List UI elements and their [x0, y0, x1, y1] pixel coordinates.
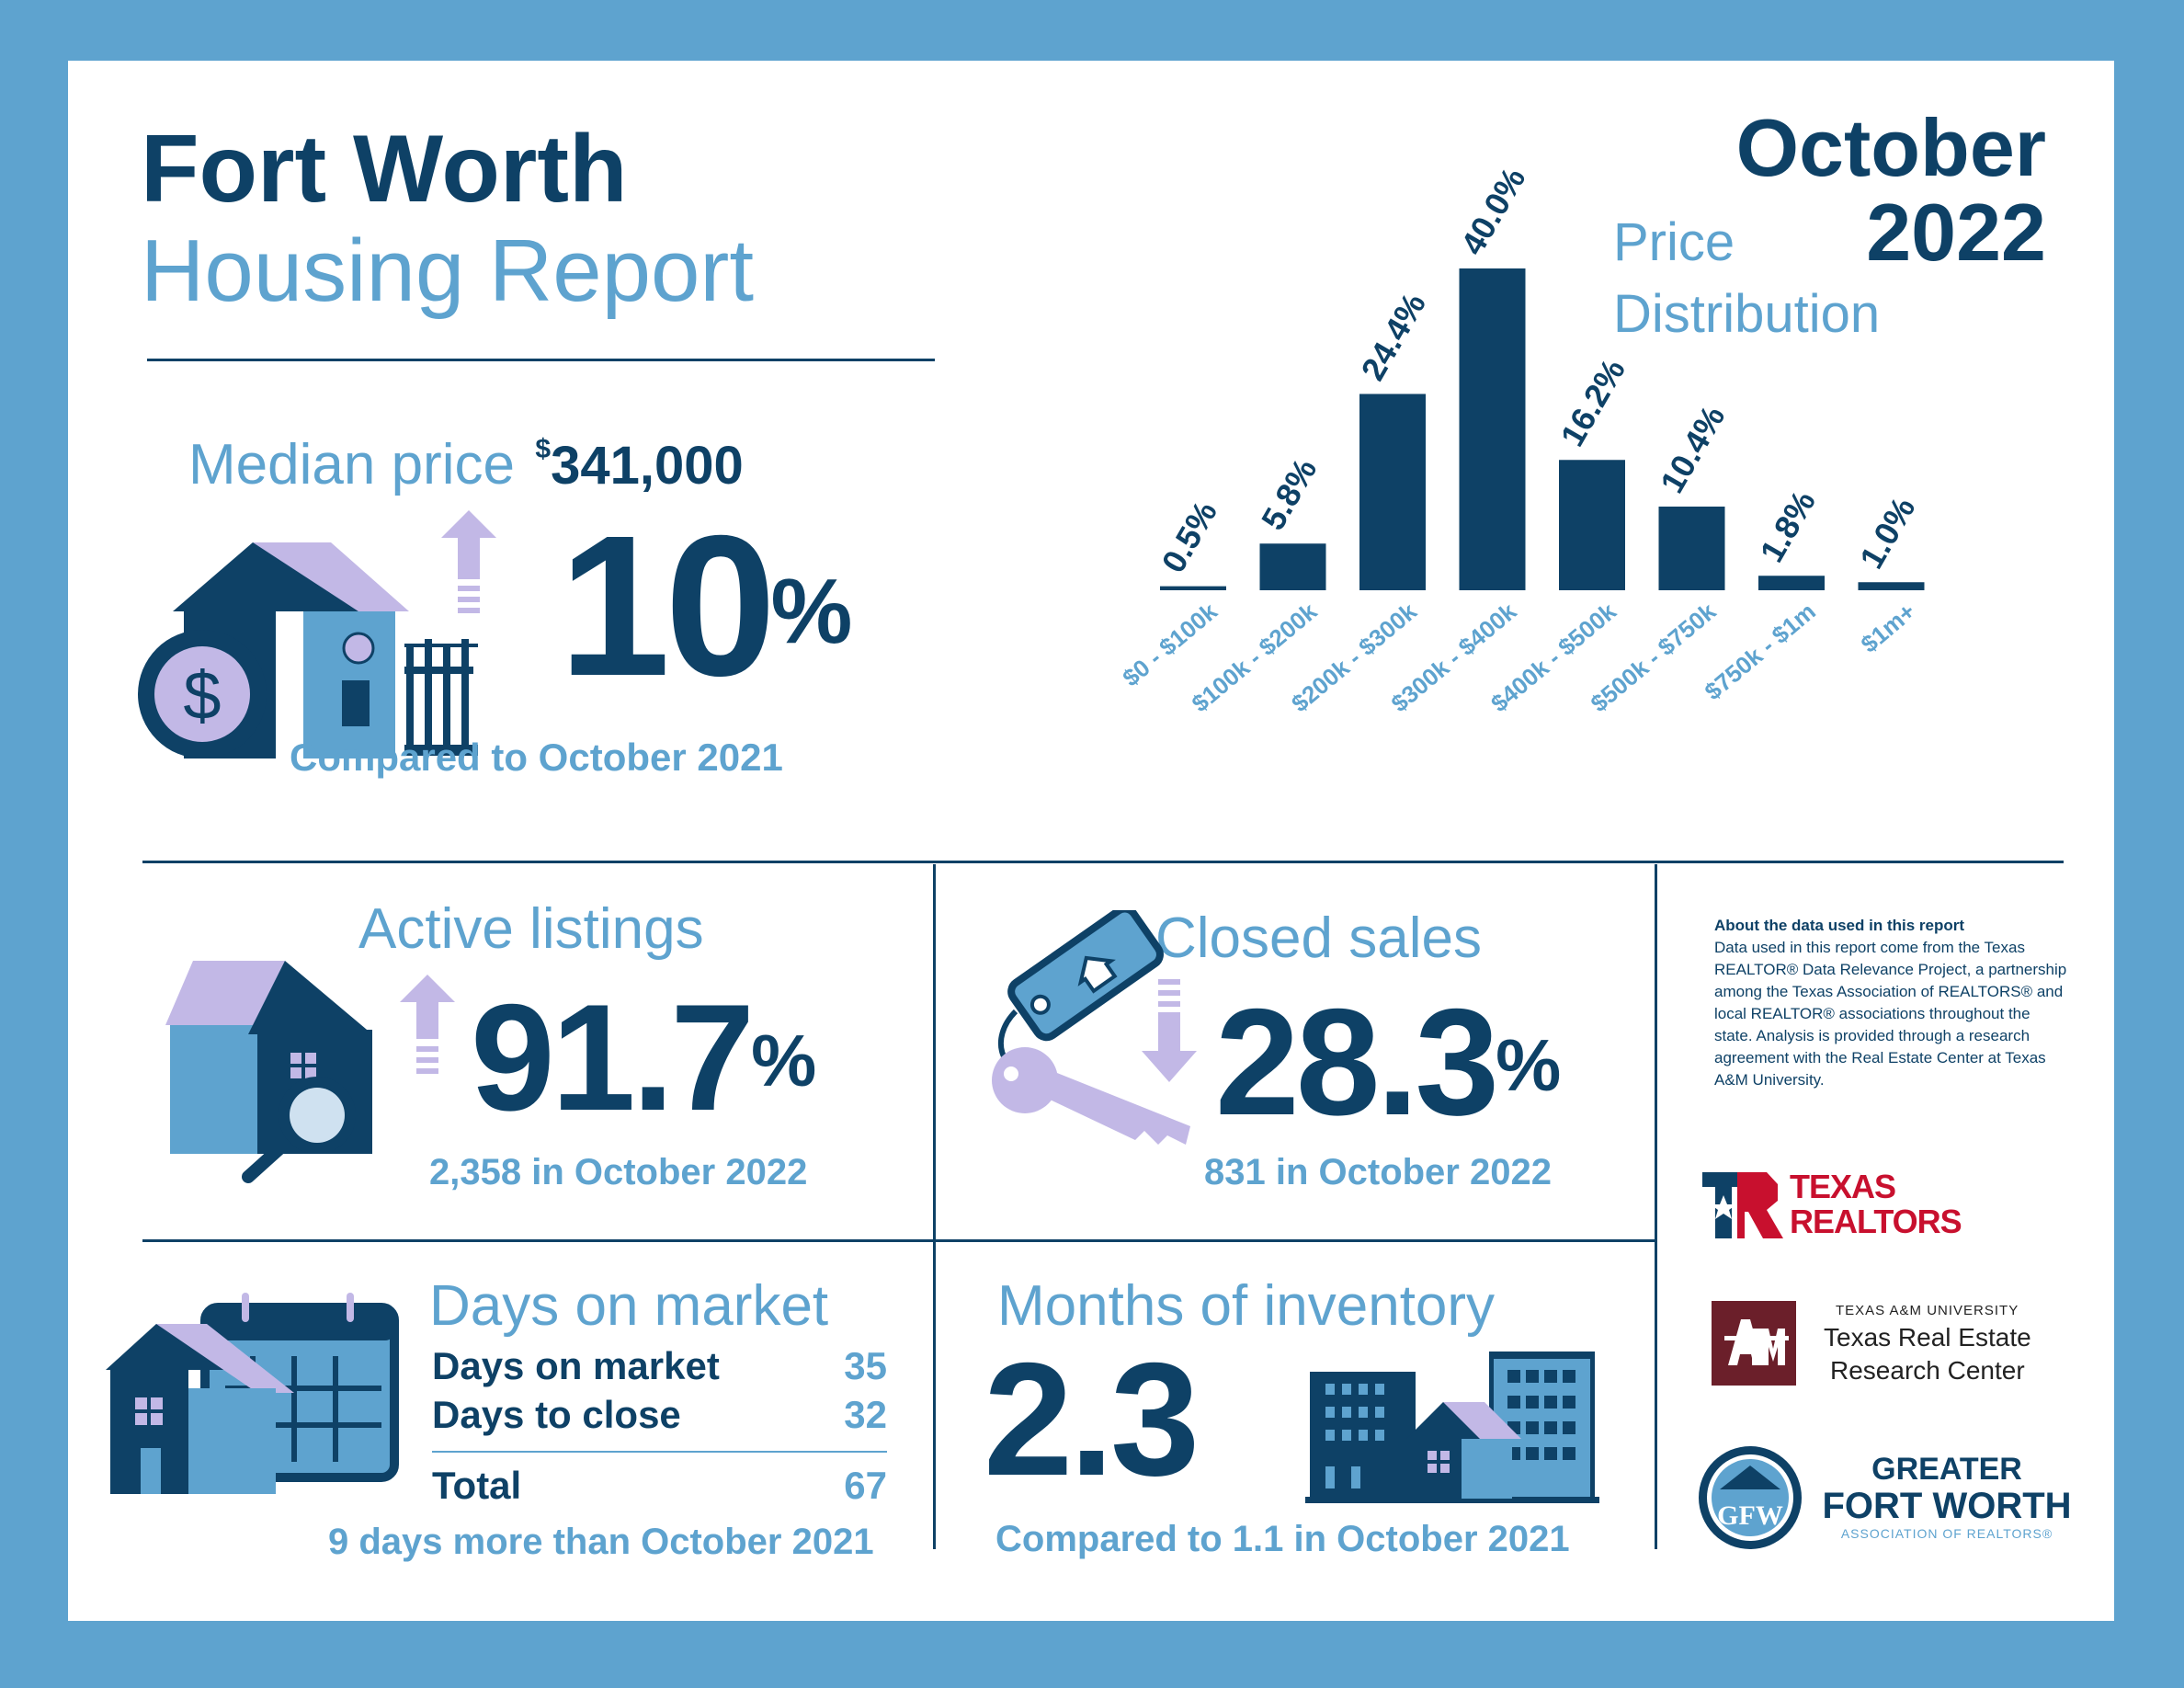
texas-realtors-mark-icon	[1702, 1172, 1783, 1238]
report-month: October	[1735, 102, 2046, 193]
report-title-city: Fort Worth	[141, 116, 628, 222]
gfw-emblem-icon: GFW	[1699, 1446, 1802, 1549]
value-label-4: 16.2%	[1553, 352, 1632, 452]
tamu-mark-icon	[1712, 1301, 1796, 1386]
days-to-close-row: Days to close 32	[432, 1393, 887, 1436]
median-price-comparison: Compared to October 2021	[290, 736, 783, 779]
texas-realtors-logo: TEXAS REALTORS	[1702, 1168, 1962, 1241]
value-label-7: 1.0%	[1852, 491, 1923, 576]
months-inventory-label: Months of inventory	[997, 1274, 1496, 1338]
value-label-1: 5.8%	[1254, 452, 1325, 537]
tamu-center-line2: Research Center	[1830, 1356, 2025, 1385]
bar-5	[1658, 507, 1725, 590]
bar-1	[1259, 543, 1326, 590]
value-label-6: 1.8%	[1752, 485, 1823, 569]
value-label-5: 10.4%	[1653, 399, 1733, 499]
about-body: Data used in this report come from the T…	[1714, 939, 2067, 1089]
bar-4	[1559, 460, 1625, 590]
active-listings-change: 91.7%	[471, 973, 817, 1142]
category-label-0: $0 - $100k	[1117, 597, 1223, 691]
texas-realtors-line2: REALTORS	[1790, 1203, 1962, 1240]
arrow-down-icon	[1142, 979, 1197, 1082]
days-on-market-comparison: 9 days more than October 2021	[328, 1522, 874, 1562]
bar-6	[1758, 576, 1825, 590]
months-inventory-value: 2.3	[984, 1330, 1200, 1510]
column-divider-left	[933, 864, 936, 1549]
gfw-line1: GREATER	[1871, 1452, 2022, 1487]
median-price-value: $341,000	[535, 433, 744, 496]
arrow-up-icon	[441, 510, 496, 613]
days-total-row: Total 67	[432, 1464, 887, 1507]
section-divider-main	[142, 861, 2064, 863]
tag-key-icon	[992, 910, 1190, 1145]
closed-sales-detail: 831 in October 2022	[1204, 1152, 1552, 1192]
texas-realtors-line1: TEXAS	[1790, 1168, 1896, 1205]
months-inventory-comparison: Compared to 1.1 in October 2021	[995, 1519, 1570, 1559]
tamu-university-name: TEXAS A&M UNIVERSITY	[1836, 1303, 2019, 1318]
bar-7	[1858, 582, 1925, 590]
days-total-divider	[432, 1451, 887, 1453]
active-listings-detail: 2,358 in October 2022	[429, 1152, 808, 1192]
value-label-3: 40.0%	[1453, 161, 1533, 261]
house-dollar-icon: $	[138, 542, 478, 758]
about-data-note: About the data used in this report Data …	[1714, 915, 2068, 1091]
gfw-line3: ASSOCIATION OF REALTORS®	[1840, 1526, 2053, 1541]
header-divider	[147, 359, 935, 361]
value-label-0: 0.5%	[1154, 495, 1224, 579]
about-heading: About the data used in this report	[1714, 917, 1965, 934]
median-price-heading: Median price $341,000	[188, 432, 744, 497]
house-search-icon	[165, 961, 372, 1183]
arrow-up-icon	[400, 975, 455, 1074]
bar-2	[1359, 393, 1426, 590]
value-label-2: 24.4%	[1353, 287, 1433, 387]
column-divider-right	[1655, 864, 1657, 1549]
gfw-association-logo: GFW GREATER FORT WORTH ASSOCIATION OF RE…	[1696, 1443, 2082, 1554]
closed-sales-label: Closed sales	[1155, 907, 1482, 970]
median-price-change: 10%	[559, 495, 853, 718]
buildings-icon	[1305, 1352, 1599, 1503]
category-label-7: $1m+	[1856, 598, 1921, 658]
bar-3	[1459, 268, 1526, 590]
chart-title: Price Distribution	[1613, 212, 1881, 344]
report-title-subtitle: Housing Report	[141, 222, 755, 320]
active-listings-label: Active listings	[358, 897, 704, 961]
report-year: 2022	[1866, 187, 2046, 278]
closed-sales-change: 28.3%	[1215, 977, 1562, 1146]
tamu-research-center-logo: TEXAS A&M UNIVERSITY Texas Real Estate R…	[1712, 1301, 2042, 1388]
report-date: October 2022	[1736, 106, 2046, 275]
svg-text:GFW: GFW	[1717, 1500, 1783, 1531]
tamu-center-line1: Texas Real Estate	[1824, 1323, 2031, 1352]
calendar-house-icon	[106, 1293, 399, 1494]
bar-0	[1160, 586, 1226, 590]
gfw-line2: FORT WORTH	[1822, 1486, 2072, 1526]
median-price-label: Median price	[188, 433, 515, 496]
category-label-6: $750k - $1m	[1700, 598, 1821, 706]
days-on-market-row: Days on market 35	[432, 1344, 887, 1387]
days-on-market-label: Days on market	[429, 1274, 829, 1338]
svg-text:$: $	[183, 657, 221, 734]
section-divider-lower	[142, 1239, 1657, 1242]
